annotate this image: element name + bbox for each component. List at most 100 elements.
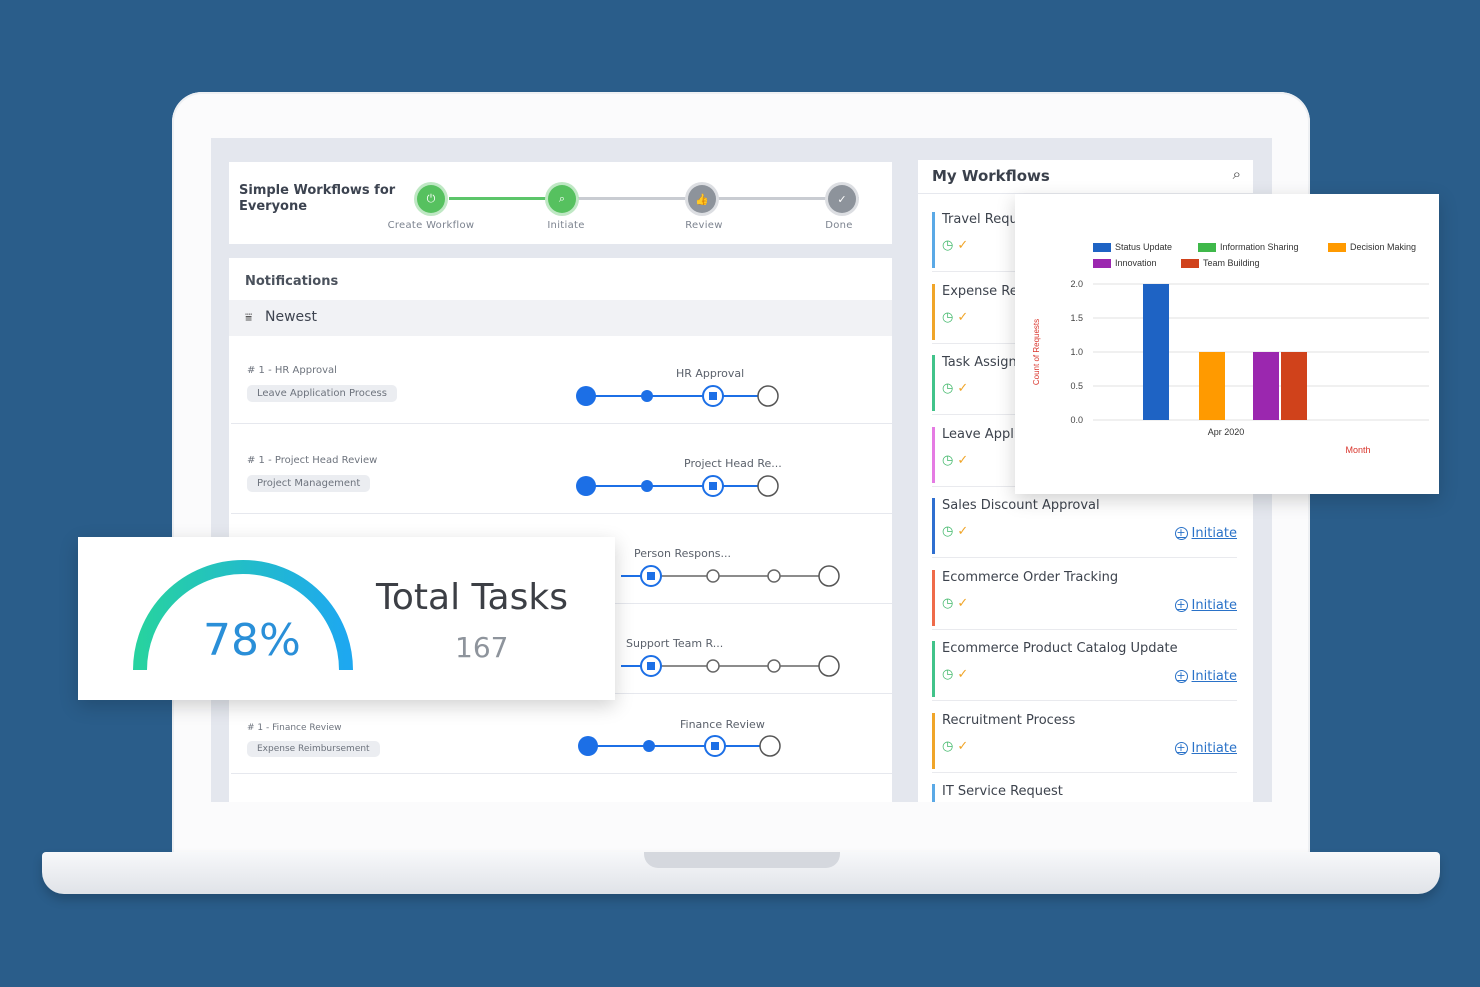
stage-label: Project Head Re... [684,457,782,470]
workflow-item[interactable]: IT Service Request [932,782,1237,802]
initiate-link[interactable]: + Initiate [1174,669,1237,684]
y-tick-label: 1.5 [1070,313,1083,323]
gauge-arc [133,560,353,671]
plus-circle-icon: + [1174,598,1188,612]
workflow-color-bar [932,427,935,483]
x-tick-label: Apr 2020 [1208,427,1245,437]
workflow-steps-card: Simple Workflows for Everyone ⏻ Create W… [229,162,892,244]
workflow-color-bar [932,498,935,554]
step-label: Review [685,220,723,231]
legend-label: Team Building [1203,258,1260,268]
notification-id: # 1 - Project Head Review [247,455,378,466]
notifications-title: Notifications [245,274,339,289]
filter-icon: ⩸ [245,310,253,324]
initiate-link[interactable]: + Initiate [1174,741,1237,756]
initiate-link[interactable]: + Initiate [1174,526,1237,541]
workflow-item[interactable]: Recruitment Process ◷ ✓ + Initiate [932,711,1237,773]
chart-bar [1199,352,1225,420]
workflow-tag: Leave Application Process [247,385,397,402]
sort-label: Newest [265,309,317,325]
clock-icon: ◷ [942,453,954,468]
thumbs-up-icon[interactable]: 👍 [688,185,716,213]
power-icon[interactable]: ⏻ [417,185,445,213]
chart-bar [1253,352,1279,420]
workflow-color-bar [932,713,935,769]
plus-circle-icon: + [1174,526,1188,540]
steps-title: Simple Workflows for Everyone [239,183,396,214]
initiate-label: Initiate [1191,526,1237,541]
progress-track [576,475,779,497]
notification-id: # 1 - Finance Review [247,723,342,733]
workflow-name: Ecommerce Order Tracking [942,570,1119,585]
step-label: Create Workflow [387,220,475,231]
search-icon[interactable]: ⌕ [1232,165,1241,183]
clock-icon: ◷ [942,381,954,396]
check-circle-icon: ✓ [957,381,969,396]
workflow-tag: Expense Reimbursement [247,741,380,757]
chart-bar [1143,284,1169,420]
workflow-name: Task Assign [942,355,1017,370]
workflow-name: Expense Re [942,284,1018,299]
workflow-item[interactable]: Ecommerce Product Catalog Update ◷ ✓ + Ini… [932,639,1237,701]
initiate-link[interactable]: + Initiate [1174,598,1237,613]
y-axis-title: Count of Requests [1032,319,1041,385]
workflows-title: My Workflows [932,167,1050,185]
legend-label: Information Sharing [1220,242,1299,252]
workflow-name: IT Service Request [942,784,1063,799]
legend-label: Decision Making [1350,242,1416,252]
y-tick-label: 1.0 [1070,347,1083,357]
workflow-name: Travel Requ [942,212,1018,227]
clock-icon: ◷ [942,524,954,539]
workflow-item[interactable]: Sales Discount Approval ◷ ✓ + Initiate [932,496,1237,558]
stage-label: Finance Review [680,718,765,731]
total-tasks-card: 78% Total Tasks 167 [78,537,615,700]
chart-bar [1281,352,1307,420]
workflow-color-bar [932,784,935,802]
progress-track [578,735,781,757]
initiate-label: Initiate [1191,741,1237,756]
clock-icon: ◷ [942,596,954,611]
x-axis-title: Month [1345,445,1370,455]
legend-swatch [1093,259,1111,268]
tasks-title: Total Tasks [376,577,568,618]
clock-icon: ◷ [942,739,954,754]
progress-track [621,565,840,587]
notification-row[interactable]: # 1 - Project Head Review Project Manage… [231,428,892,514]
check-circle-icon: ✓ [957,667,969,682]
legend-swatch [1328,243,1346,252]
check-circle-icon: ✓ [957,453,969,468]
clock-icon: ◷ [942,238,954,253]
stage-label: HR Approval [676,367,745,380]
workflow-name: Leave Appli [942,427,1018,442]
tasks-count: 167 [455,631,509,664]
notification-row[interactable]: # 1 - HR Approval Leave Application Proc… [231,338,892,424]
step-connector [579,197,859,200]
sort-bar[interactable]: ⩸ Newest [229,300,892,336]
step-label: Initiate [547,220,585,231]
workflow-item[interactable]: Ecommerce Order Tracking ◷ ✓ + Initiate [932,568,1237,630]
step-connector [449,197,579,200]
legend-label: Innovation [1115,258,1157,268]
progress-track [576,385,779,407]
workflow-tag: Project Management [247,475,371,492]
workflow-color-bar [932,355,935,411]
check-circle-icon: ✓ [957,310,969,325]
step-label: Done [825,220,853,231]
notification-id: # 1 - HR Approval [247,365,337,376]
notification-row[interactable]: # 1 - Finance Review Expense Reimburseme… [231,698,892,774]
gauge-percent: 78% [203,615,301,666]
y-tick-label: 2.0 [1070,279,1083,289]
progress-gauge [133,560,353,671]
check-circle-icon: ✓ [957,238,969,253]
stage-label: Support Team R... [626,637,724,650]
check-icon[interactable]: ✓ [828,185,856,213]
workflow-name: Ecommerce Product Catalog Update [942,641,1178,656]
workflow-color-bar [932,570,935,626]
plus-circle-icon: + [1174,741,1188,755]
clock-icon: ◷ [942,667,954,682]
clock-icon: ◷ [942,310,954,325]
check-circle-icon: ✓ [957,524,969,539]
search-icon[interactable]: ⌕ [548,185,576,213]
workflow-color-bar [932,212,935,268]
legend-swatch [1181,259,1199,268]
